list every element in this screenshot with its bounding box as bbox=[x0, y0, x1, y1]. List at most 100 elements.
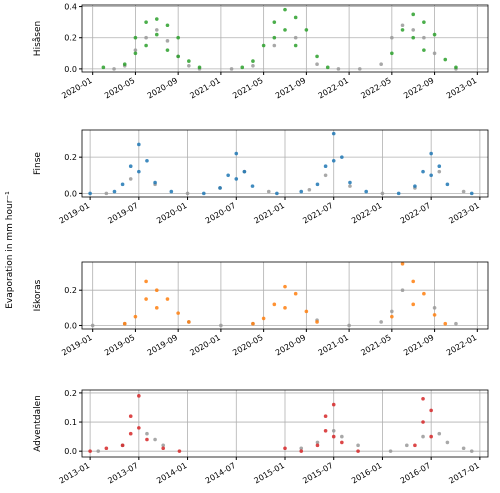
data-point bbox=[331, 402, 336, 407]
data-point bbox=[331, 158, 336, 163]
data-point bbox=[299, 449, 304, 453]
data-point bbox=[421, 396, 425, 401]
data-point bbox=[133, 48, 138, 52]
data-point bbox=[422, 35, 426, 40]
data-point bbox=[112, 67, 116, 71]
data-point bbox=[422, 20, 426, 24]
data-point bbox=[283, 7, 287, 12]
y-axis-label: Finse bbox=[33, 152, 43, 175]
x-tick-label: 2020-09 bbox=[146, 76, 179, 101]
data-point bbox=[202, 191, 206, 196]
data-point bbox=[432, 306, 437, 310]
data-point bbox=[145, 158, 149, 163]
data-point bbox=[421, 434, 425, 439]
data-point bbox=[251, 321, 255, 326]
data-point bbox=[133, 35, 138, 40]
data-point bbox=[104, 191, 109, 196]
data-point bbox=[331, 428, 336, 433]
data-point bbox=[101, 65, 106, 70]
data-point bbox=[185, 191, 190, 196]
plot-frame bbox=[81, 389, 489, 458]
data-point bbox=[133, 51, 138, 56]
data-point bbox=[432, 313, 437, 317]
data-point bbox=[390, 309, 394, 314]
data-point bbox=[323, 428, 328, 433]
data-point bbox=[104, 446, 109, 451]
data-point bbox=[122, 321, 127, 326]
y-tick-label: 0.2 bbox=[64, 153, 77, 162]
data-point bbox=[390, 51, 394, 56]
data-point bbox=[128, 414, 133, 419]
data-point bbox=[153, 437, 157, 442]
data-point bbox=[261, 43, 266, 48]
data-point bbox=[461, 446, 466, 451]
data-point bbox=[469, 191, 474, 196]
data-point bbox=[356, 449, 360, 453]
data-point bbox=[120, 182, 125, 187]
data-point bbox=[144, 279, 148, 284]
data-point bbox=[432, 51, 437, 56]
data-point bbox=[161, 443, 165, 448]
data-point bbox=[390, 314, 394, 319]
data-point bbox=[331, 434, 336, 439]
data-point bbox=[400, 261, 405, 266]
y-tick-label: 0.2 bbox=[64, 389, 77, 398]
data-point bbox=[380, 191, 385, 196]
data-point bbox=[242, 169, 247, 174]
data-point bbox=[445, 182, 450, 187]
data-point bbox=[429, 173, 433, 178]
data-point bbox=[437, 431, 442, 436]
y-axis-label: Adventdalen bbox=[33, 395, 43, 452]
data-point bbox=[187, 63, 191, 68]
data-point bbox=[400, 28, 405, 32]
x-tick-label: 2020-09 bbox=[274, 333, 307, 358]
data-point bbox=[122, 62, 127, 67]
data-point bbox=[177, 449, 182, 453]
data-point bbox=[176, 35, 180, 40]
data-point bbox=[469, 449, 474, 453]
x-tick-label: 2022-01 bbox=[445, 333, 478, 358]
data-point bbox=[283, 28, 287, 32]
data-point bbox=[299, 446, 304, 451]
x-tick-label: 2021-05 bbox=[231, 76, 264, 101]
data-point bbox=[128, 431, 133, 436]
x-tick-label: 2022-07 bbox=[399, 201, 432, 226]
data-point bbox=[356, 443, 360, 448]
data-point bbox=[154, 306, 159, 310]
data-point bbox=[304, 28, 309, 32]
data-point bbox=[169, 189, 174, 194]
x-tick-label: 2022-01 bbox=[350, 201, 383, 226]
data-point bbox=[411, 35, 416, 40]
data-point bbox=[454, 321, 458, 326]
data-point bbox=[176, 54, 180, 59]
data-point bbox=[133, 314, 138, 319]
data-point bbox=[348, 184, 352, 188]
x-tick-label: 2014-01 bbox=[155, 461, 188, 486]
data-point bbox=[137, 426, 141, 430]
data-point bbox=[437, 169, 442, 174]
data-point bbox=[240, 65, 245, 70]
data-point bbox=[411, 12, 416, 17]
data-point bbox=[437, 164, 442, 169]
data-point bbox=[187, 59, 191, 63]
x-tick-label: 2022-05 bbox=[359, 76, 392, 101]
x-tick-label: 2020-05 bbox=[231, 333, 264, 358]
x-tick-label: 2020-01 bbox=[188, 333, 221, 358]
data-point bbox=[315, 320, 319, 324]
data-point bbox=[315, 54, 319, 59]
x-tick-label: 2019-09 bbox=[146, 333, 179, 358]
y-tick-label: 0.4 bbox=[64, 3, 77, 12]
data-point bbox=[153, 180, 157, 185]
data-point bbox=[272, 302, 277, 307]
data-point bbox=[165, 23, 170, 28]
data-point bbox=[165, 297, 170, 301]
data-point bbox=[364, 189, 369, 194]
data-point bbox=[331, 131, 336, 136]
data-point bbox=[400, 23, 405, 28]
x-tick-label: 2021-01 bbox=[253, 201, 286, 226]
x-tick-label: 2020-01 bbox=[155, 201, 188, 226]
data-point bbox=[299, 189, 304, 194]
data-point bbox=[154, 288, 159, 293]
data-point bbox=[251, 63, 255, 68]
data-point bbox=[323, 414, 328, 419]
